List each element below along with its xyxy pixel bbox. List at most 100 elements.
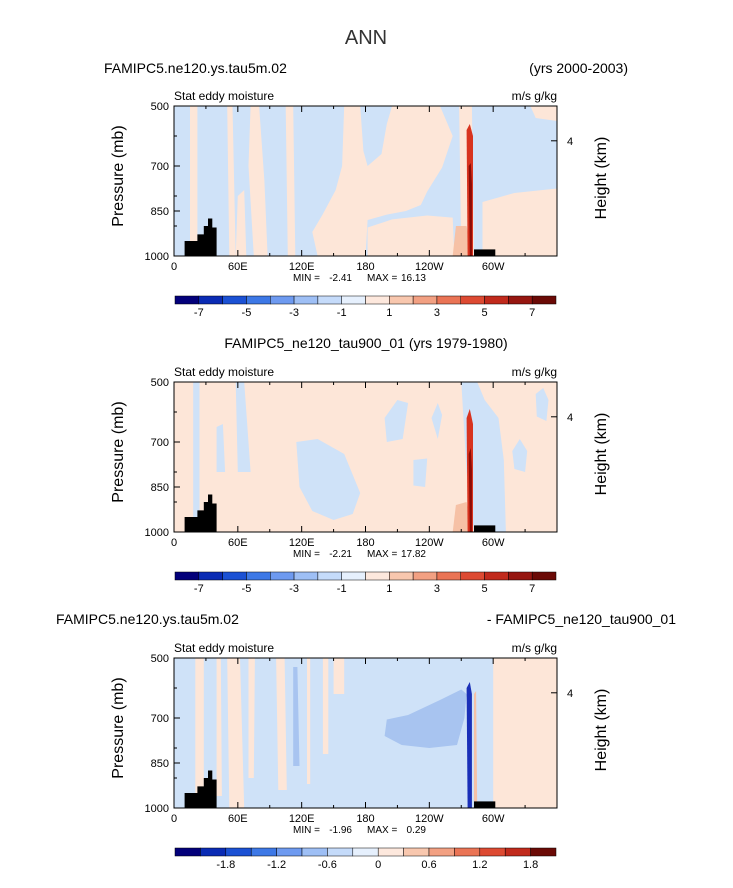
min-label: MIN = <box>293 825 320 836</box>
figure-title: ANN <box>345 27 387 49</box>
x-tick-label: 60E <box>228 537 248 549</box>
colorbar-box <box>317 571 342 581</box>
colorbar-box <box>436 571 461 581</box>
y-axis-label: Pressure (mb) <box>110 401 127 502</box>
colorbar-label: 0 <box>375 859 381 871</box>
colorbar-box <box>293 571 319 581</box>
colorbar-box <box>198 295 223 305</box>
x-tick-label: 120W <box>415 813 444 825</box>
y-tick-label: 500 <box>151 377 169 389</box>
right-tick-label: 4 <box>567 136 573 148</box>
y-tick-label: 1000 <box>145 803 169 815</box>
x-tick-label: 0 <box>171 537 177 549</box>
colorbar-box <box>341 295 366 305</box>
colorbar-box <box>508 295 533 305</box>
colorbar-label: -1.2 <box>267 859 286 871</box>
colorbar-label: 1 <box>386 583 392 595</box>
colorbar-box <box>222 295 247 305</box>
panel-2: FAMIPC5_ne120_tau900_01 (yrs 1979-1980) S… <box>110 335 610 595</box>
min-label: MIN = <box>293 549 320 560</box>
colorbar-label: -3 <box>289 583 299 595</box>
x-tick-label: 120E <box>289 813 315 825</box>
x-tick-label: 120E <box>289 537 315 549</box>
colorbar-box <box>460 295 485 305</box>
colorbar-box <box>530 847 557 857</box>
panel-left-title: FAMIPC5.ne120.ys.tau5m.02 <box>104 60 287 76</box>
colorbar-box <box>246 295 271 305</box>
colorbar-label: -5 <box>242 307 252 319</box>
colorbar-label: -7 <box>194 307 204 319</box>
colorbar-box <box>365 295 390 305</box>
terrain <box>184 494 496 532</box>
right-axis-label: Height (km) <box>593 689 610 772</box>
max-value: 0.29 <box>407 825 427 836</box>
colorbar-box <box>200 847 227 857</box>
x-tick-label: 120W <box>415 261 444 273</box>
colorbar-box <box>403 847 430 857</box>
colorbar-box <box>504 847 531 857</box>
colorbar-box <box>412 571 438 581</box>
max-value: 17.82 <box>401 549 426 560</box>
right-tick-label: 4 <box>567 412 573 424</box>
colorbar-label: -1.8 <box>216 859 235 871</box>
panel-right-title: (yrs 2000-2003) <box>529 60 628 76</box>
colorbar-box <box>389 571 414 581</box>
colorbar-box <box>377 847 404 857</box>
panel-right-title: - FAMIPC5_ne120_tau900_01 <box>487 611 676 627</box>
colorbar: -7 -5 -3 -1 1 3 5 7 <box>174 295 557 319</box>
colorbar-label: 5 <box>482 583 488 595</box>
max-label: MAX = <box>367 549 397 560</box>
y-tick-label: 850 <box>151 482 169 494</box>
right-tick-label: 4 <box>567 688 573 700</box>
max-label: MAX = <box>367 825 397 836</box>
colorbar-box <box>270 571 295 581</box>
colorbar-label: 1.8 <box>523 859 538 871</box>
colorbar-box <box>293 295 319 305</box>
colorbar-label: -1 <box>337 307 347 319</box>
colorbar-box <box>460 571 485 581</box>
field <box>190 106 557 256</box>
panel-subtitle-right: m/s g/kg <box>512 641 557 655</box>
colorbar-box <box>222 571 247 581</box>
colorbar-box <box>198 571 223 581</box>
x-tick-label: 60E <box>228 261 248 273</box>
right-axis-label: Height (km) <box>593 413 610 496</box>
y-tick-label: 850 <box>151 758 169 770</box>
y-tick-label: 850 <box>151 206 169 218</box>
x-tick-label: 120E <box>289 261 315 273</box>
panel-center-title: FAMIPC5_ne120_tau900_01 (yrs 1979-1980) <box>224 335 507 351</box>
panel-subtitle-left: Stat eddy moisture <box>174 89 274 103</box>
colorbar-box <box>428 847 455 857</box>
x-tick-label: 180 <box>356 537 374 549</box>
colorbar-label: 7 <box>529 583 535 595</box>
colorbar-label: -7 <box>194 583 204 595</box>
colorbar-box <box>317 295 342 305</box>
panel-subtitle-left: Stat eddy moisture <box>174 365 274 379</box>
colorbar-box <box>531 571 557 581</box>
colorbar-label: 1.2 <box>472 859 487 871</box>
y-axis-label: Pressure (mb) <box>110 677 127 778</box>
colorbar-box <box>454 847 481 857</box>
colorbar-label: -1 <box>337 583 347 595</box>
min-value: -2.21 <box>329 549 352 560</box>
colorbar-box <box>412 295 438 305</box>
colorbar: -1.8 -1.2 -0.6 0 0.6 1.2 1.8 <box>174 847 557 871</box>
colorbar-box <box>174 847 201 857</box>
panel-1: FAMIPC5.ne120.ys.tau5m.02 (yrs 2000-2003)… <box>104 60 628 319</box>
colorbar-box <box>270 295 295 305</box>
y-tick-label: 700 <box>151 713 169 725</box>
x-tick-label: 60W <box>482 261 505 273</box>
colorbar: -7 -5 -3 -1 1 3 5 7 <box>174 571 557 595</box>
y-tick-label: 700 <box>151 437 169 449</box>
colorbar-box <box>174 295 200 305</box>
panel-subtitle-right: m/s g/kg <box>512 365 557 379</box>
panel-3: FAMIPC5.ne120.ys.tau5m.02 - FAMIPC5_ne120… <box>56 611 676 871</box>
y-tick-label: 500 <box>151 653 169 665</box>
x-tick-label: 60E <box>228 813 248 825</box>
terrain <box>184 770 496 808</box>
colorbar-box <box>246 571 271 581</box>
colorbar-box <box>479 847 506 857</box>
colorbar-box <box>484 295 509 305</box>
max-value: 16.13 <box>401 273 426 284</box>
